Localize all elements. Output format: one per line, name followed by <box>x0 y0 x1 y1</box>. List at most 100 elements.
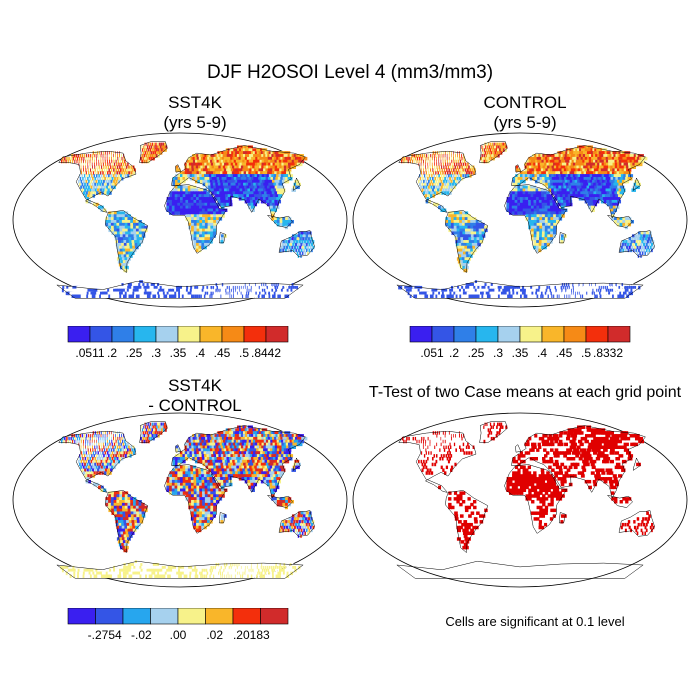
coastline-antarctica <box>56 280 304 299</box>
map-cells <box>58 142 315 298</box>
colorbar-box <box>243 326 267 343</box>
colorbar-box <box>95 608 124 625</box>
colorbar-label: .2 <box>449 346 459 360</box>
colorbar-label: -.02 <box>131 628 152 642</box>
colorbar-box <box>67 608 96 625</box>
colorbar-box <box>205 608 234 625</box>
coastlines <box>56 421 315 579</box>
coastline-africa <box>504 464 568 534</box>
coastline-antarctica <box>396 280 644 299</box>
coastline-madagascar <box>218 512 226 524</box>
colorbar-label: .5 <box>581 346 591 360</box>
coastline-eurasia <box>511 425 646 499</box>
coastline-japan <box>632 177 641 191</box>
significance-note: Cells are significant at 0.1 level <box>445 614 625 629</box>
coastline-greenland <box>139 141 168 163</box>
coastline-eurasia <box>171 145 306 219</box>
panel-title-control-line1: CONTROL <box>483 93 567 112</box>
colorbar-label: .25 <box>468 346 485 360</box>
colorbar-box <box>177 608 206 625</box>
colorbar-box <box>453 326 477 343</box>
panel-title-control: CONTROL (yrs 5-9) <box>370 93 680 133</box>
coastline-namerica <box>58 150 137 213</box>
panel-title-sst4k-line1: SST4K <box>168 93 222 112</box>
colorbar-box <box>133 326 157 343</box>
map-cells <box>398 142 655 298</box>
coastline-uk <box>175 164 182 173</box>
coastline-africa <box>504 184 568 254</box>
colorbar-label: .45 <box>556 346 573 360</box>
colorbar-control: .051 .2 .25 .3 .35 .4 .45 .5.8332 <box>409 326 631 360</box>
coastline-japan <box>632 457 641 471</box>
panel-title-diff: SST4K - CONTROL <box>40 376 350 416</box>
coastline-japan <box>292 457 301 471</box>
coastline-africa <box>164 184 228 254</box>
coastlines <box>396 421 655 579</box>
colorbar-label: .3 <box>493 346 503 360</box>
coastline-samerica <box>105 490 149 554</box>
coastline-indonesia <box>266 494 293 508</box>
colorbar-label: .3 <box>151 346 161 360</box>
map-ttest <box>352 412 688 588</box>
colorbar-label: .051 <box>420 346 444 360</box>
map-cells <box>58 422 315 578</box>
colorbar-label: .4 <box>537 346 547 360</box>
coastline-samerica <box>445 210 489 274</box>
coastline-madagascar <box>558 512 566 524</box>
coastline-japan <box>292 177 301 191</box>
colorbar-box <box>409 326 433 343</box>
coastlines <box>56 141 315 299</box>
coastline-madagascar <box>558 232 566 244</box>
colorbar-label: .0511 <box>75 346 104 360</box>
map-control <box>352 132 688 308</box>
colorbar-label: .8442 <box>251 346 281 360</box>
colorbar-label: .5 <box>239 346 249 360</box>
coastline-eurasia <box>171 425 306 499</box>
coastline-antarctica <box>56 560 304 579</box>
colorbar-box <box>541 326 565 343</box>
coastline-greenland <box>479 421 508 443</box>
colorbar-sst4k: .0511.2 .25 .3 .35 .4 .45 .5.8442 <box>67 326 289 360</box>
colorbar-box <box>221 326 245 343</box>
coastline-australia <box>618 230 655 257</box>
coastline-uk <box>515 164 522 173</box>
panel-title-ttest: T-Test of two Case means at each grid po… <box>350 383 700 403</box>
coastline-africa <box>164 464 228 534</box>
colorbar-box <box>111 326 135 343</box>
colorbar-box <box>155 326 179 343</box>
map-sst4k <box>12 132 348 308</box>
colorbar-label: .2 <box>107 346 117 360</box>
figure-title: DJF H2OSOI Level 4 (mm3/mm3) <box>206 62 494 83</box>
coastline-greenland <box>139 421 168 443</box>
colorbar-label: .35 <box>170 346 187 360</box>
coastline-namerica <box>58 430 137 493</box>
colorbar-label: .25 <box>126 346 143 360</box>
colorbar-label: -.2754 <box>88 628 122 642</box>
panel-title-ttest-line1: T-Test of two Case means at each grid po… <box>368 384 682 401</box>
colorbar-box <box>563 326 587 343</box>
colorbar-box <box>199 326 223 343</box>
coastline-samerica <box>445 490 489 554</box>
panel-title-sst4k-line2: (yrs 5-9) <box>163 113 227 132</box>
colorbar-label: .35 <box>512 346 529 360</box>
coastline-australia <box>618 510 655 537</box>
panel-title-diff-line1: SST4K <box>168 376 222 395</box>
colorbar-box <box>89 326 113 343</box>
coastline-greenland <box>479 141 508 163</box>
colorbar-label: .00 <box>170 628 187 642</box>
colorbar-label: .45 <box>214 346 231 360</box>
colorbar-box <box>232 608 261 625</box>
colorbar-label: .20183 <box>233 628 270 642</box>
panel-title-control-line2: (yrs 5-9) <box>493 113 557 132</box>
coastline-eurasia <box>511 145 646 219</box>
colorbar-diff: -.2754 -.02 .00 .02 .20183 <box>67 608 289 642</box>
colorbar-box <box>431 326 455 343</box>
colorbar-box <box>67 326 91 343</box>
coastline-australia <box>278 230 315 257</box>
colorbar-box <box>122 608 151 625</box>
coastline-indonesia <box>266 214 293 228</box>
colorbar-box <box>497 326 521 343</box>
colorbar-box <box>475 326 499 343</box>
colorbar-box <box>260 608 289 625</box>
colorbar-box <box>519 326 543 343</box>
